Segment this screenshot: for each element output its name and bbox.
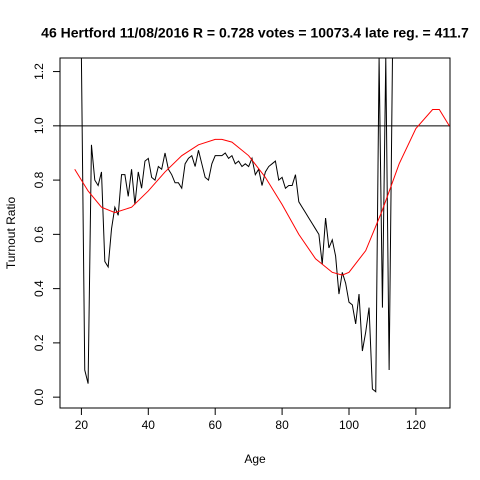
- plot-frame: [59, 57, 451, 409]
- y-tick-label: 1.0: [32, 117, 46, 134]
- y-tick-label: 1.2: [32, 63, 46, 80]
- y-tick-label: 0.0: [32, 388, 46, 405]
- chart-title: 46 Hertford 11/08/2016 R = 0.728 votes =…: [41, 25, 469, 41]
- data-line: [74, 109, 450, 276]
- data-line: [80, 58, 393, 393]
- x-axis-label: Age: [244, 452, 266, 466]
- x-tick-label: 40: [142, 418, 156, 432]
- y-tick-label: 0.8: [32, 171, 46, 188]
- x-tick-label: 100: [339, 418, 359, 432]
- x-tick-label: 20: [75, 418, 89, 432]
- y-tick-label: 0.4: [32, 280, 46, 297]
- y-axis-label: Turnout Ratio: [4, 197, 18, 270]
- x-tick-label: 120: [406, 418, 426, 432]
- x-tick-label: 80: [275, 418, 289, 432]
- x-tick-label: 60: [209, 418, 223, 432]
- y-tick-label: 0.2: [32, 334, 46, 351]
- y-tick-label: 0.6: [32, 226, 46, 243]
